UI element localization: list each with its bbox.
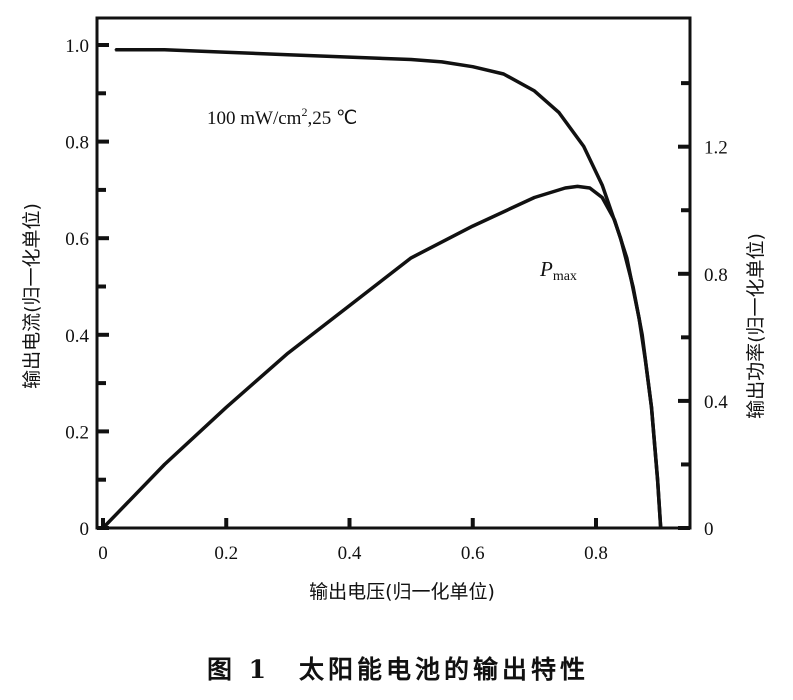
current-point xyxy=(441,61,443,63)
current-curve xyxy=(115,48,663,529)
left-tick-label: 0 xyxy=(80,519,90,540)
x-axis-title: 输出电压(归一化单位) xyxy=(309,581,495,603)
power-point xyxy=(225,406,228,409)
right-axis-title: 输出功率(归一化单位) xyxy=(745,233,767,419)
right-tick-label: 0.4 xyxy=(704,392,728,413)
right-axis-ticks: 0 0.4 0.8 1.2 xyxy=(678,81,728,540)
current-point xyxy=(582,145,585,148)
power-point xyxy=(650,406,653,409)
power-point xyxy=(533,196,536,199)
right-tick-label: 0.8 xyxy=(704,265,728,286)
current-point xyxy=(114,49,117,51)
current-point xyxy=(601,184,603,186)
current-point xyxy=(471,65,474,68)
power-point xyxy=(287,352,289,355)
power-point xyxy=(589,187,591,189)
x-tick-label: 0.6 xyxy=(461,543,485,564)
power-point xyxy=(659,527,662,529)
left-tick-label: 0.2 xyxy=(65,422,89,443)
figure-caption: 图 1 太阳能电池的输出特性 xyxy=(207,655,589,684)
power-point xyxy=(638,317,640,320)
current-point xyxy=(163,49,166,51)
power-point xyxy=(564,187,566,189)
current-point xyxy=(225,51,228,53)
power-curve xyxy=(101,184,663,530)
power-point xyxy=(613,219,616,221)
current-point xyxy=(348,56,351,58)
x-tick-label: 0 xyxy=(98,543,108,564)
right-tick-label: 1.2 xyxy=(704,138,728,159)
power-point xyxy=(102,527,104,529)
left-tick-label: 0.8 xyxy=(65,133,89,154)
current-point xyxy=(502,73,505,75)
x-tick-label: 0.8 xyxy=(584,543,608,564)
condition-annotation: 100 mW/cm2,25 ℃ xyxy=(207,105,357,129)
power-point xyxy=(576,185,579,188)
series-layer xyxy=(101,48,663,530)
left-axis-title: 输出电流(归一化单位) xyxy=(21,203,43,389)
power-point xyxy=(348,304,351,307)
current-point xyxy=(533,90,536,92)
power-point xyxy=(471,225,474,227)
x-tick-label: 0.4 xyxy=(338,543,362,564)
current-point xyxy=(287,53,289,56)
left-tick-label: 0.6 xyxy=(65,229,89,250)
right-tick-label: 0 xyxy=(704,519,714,540)
power-point xyxy=(601,196,603,199)
power-point xyxy=(410,257,412,259)
pmax-annotation: Pmax xyxy=(539,257,577,284)
bottom-axis-ticks: 0 0.2 0.4 0.6 0.8 xyxy=(98,518,608,564)
power-point xyxy=(163,463,166,466)
power-point xyxy=(626,257,628,259)
left-tick-label: 0.4 xyxy=(65,326,89,347)
left-tick-label: 1.0 xyxy=(65,36,89,57)
power-point xyxy=(656,479,659,482)
power-point xyxy=(644,358,647,361)
current-point xyxy=(410,58,412,61)
x-tick-label: 0.2 xyxy=(214,543,238,564)
current-point xyxy=(558,111,560,114)
left-axis-ticks: 0 0.2 0.4 0.6 0.8 1.0 xyxy=(65,36,109,540)
